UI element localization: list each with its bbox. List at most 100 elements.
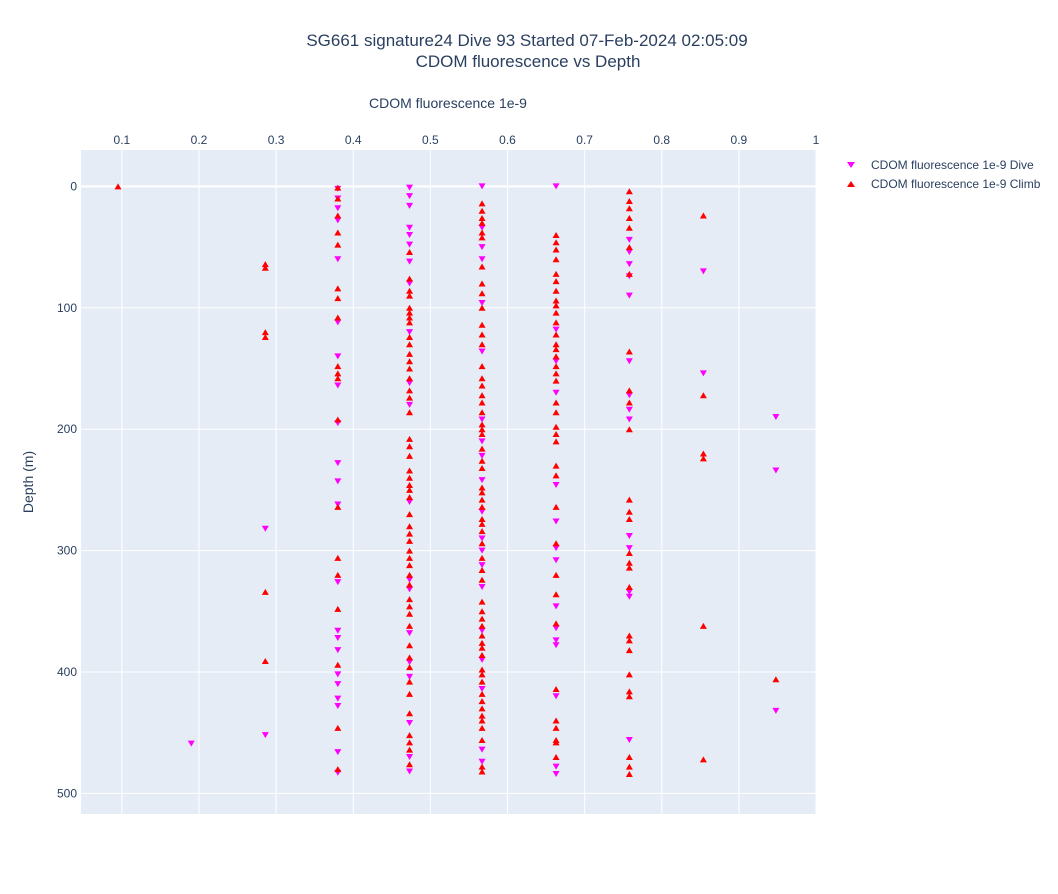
climb-point[interactable] [334,661,342,668]
climb-point[interactable] [406,732,414,739]
climb-point[interactable] [478,399,486,406]
climb-point[interactable] [406,394,414,401]
climb-point[interactable] [478,341,486,348]
dive-point[interactable] [478,224,486,231]
dive-point[interactable] [478,746,486,753]
climb-point[interactable] [114,183,122,190]
climb-point[interactable] [334,212,342,219]
climb-point[interactable] [478,724,486,731]
dive-point[interactable] [334,319,342,326]
dive-point[interactable] [552,358,560,365]
dive-point[interactable] [334,695,342,702]
climb-point[interactable] [406,292,414,299]
climb-point[interactable] [334,416,342,423]
dive-point[interactable] [552,326,560,333]
dive-point[interactable] [772,467,780,474]
climb-point[interactable] [478,304,486,311]
climb-point[interactable] [478,280,486,287]
dive-point[interactable] [552,625,560,632]
climb-point[interactable] [552,302,560,309]
climb-point[interactable] [625,564,633,571]
climb-point[interactable] [478,375,486,382]
climb-point[interactable] [478,768,486,775]
climb-point[interactable] [552,717,560,724]
climb-point[interactable] [552,571,560,578]
climb-point[interactable] [625,632,633,639]
climb-point[interactable] [478,671,486,678]
dive-point[interactable] [625,416,633,423]
dive-point[interactable] [625,358,633,365]
climb-point[interactable] [478,520,486,527]
climb-point[interactable] [406,537,414,544]
climb-point[interactable] [334,295,342,302]
dive-point[interactable] [406,673,414,680]
climb-point[interactable] [406,333,414,340]
climb-point[interactable] [406,435,414,442]
dive-point[interactable] [625,545,633,552]
dive-point[interactable] [625,392,633,399]
climb-point[interactable] [552,409,560,416]
dive-point[interactable] [772,707,780,714]
climb-point[interactable] [334,724,342,731]
dive-point[interactable] [478,562,486,569]
climb-point[interactable] [478,207,486,214]
climb-point[interactable] [625,348,633,355]
climb-point[interactable] [261,333,269,340]
climb-point[interactable] [478,528,486,535]
climb-point[interactable] [625,584,633,591]
climb-point[interactable] [334,314,342,321]
climb-point[interactable] [478,717,486,724]
dive-point[interactable] [772,414,780,421]
climb-point[interactable] [625,270,633,277]
dive-point[interactable] [625,406,633,413]
dive-point[interactable] [406,380,414,387]
climb-point[interactable] [406,314,414,321]
climb-point[interactable] [334,375,342,382]
climb-point[interactable] [478,431,486,438]
climb-point[interactable] [699,392,707,399]
dive-point[interactable] [406,258,414,265]
climb-point[interactable] [478,331,486,338]
legend-item-dive[interactable]: CDOM fluorescence 1e-9 Dive [847,158,1034,172]
dive-point[interactable] [478,656,486,663]
climb-point[interactable] [625,516,633,523]
climb-point[interactable] [406,547,414,554]
climb-point[interactable] [478,763,486,770]
climb-point[interactable] [478,409,486,416]
climb-point[interactable] [406,467,414,474]
climb-point[interactable] [625,387,633,394]
dive-point[interactable] [699,268,707,275]
dive-point[interactable] [406,193,414,200]
dive-point[interactable] [334,579,342,586]
climb-point[interactable] [552,724,560,731]
dive-point[interactable] [699,370,707,377]
climb-point[interactable] [406,350,414,357]
climb-point[interactable] [261,261,269,268]
climb-point[interactable] [552,239,560,246]
climb-point[interactable] [334,571,342,578]
dive-point[interactable] [334,749,342,756]
climb-point[interactable] [478,651,486,658]
dive-point[interactable] [478,685,486,692]
dive-point[interactable] [406,630,414,637]
climb-point[interactable] [478,426,486,433]
dive-point[interactable] [552,183,560,190]
climb-point[interactable] [552,472,560,479]
climb-point[interactable] [478,622,486,629]
dive-point[interactable] [478,183,486,190]
dive-point[interactable] [334,634,342,641]
dive-point[interactable] [406,586,414,593]
climb-point[interactable] [406,678,414,685]
dive-point[interactable] [406,499,414,506]
dive-point[interactable] [478,535,486,542]
climb-point[interactable] [406,482,414,489]
climb-point[interactable] [478,516,486,523]
climb-point[interactable] [406,739,414,746]
dive-point[interactable] [334,217,342,224]
climb-point[interactable] [406,562,414,569]
climb-point[interactable] [406,603,414,610]
climb-point[interactable] [478,214,486,221]
dive-point[interactable] [478,416,486,423]
dive-point[interactable] [187,740,195,747]
climb-point[interactable] [478,489,486,496]
